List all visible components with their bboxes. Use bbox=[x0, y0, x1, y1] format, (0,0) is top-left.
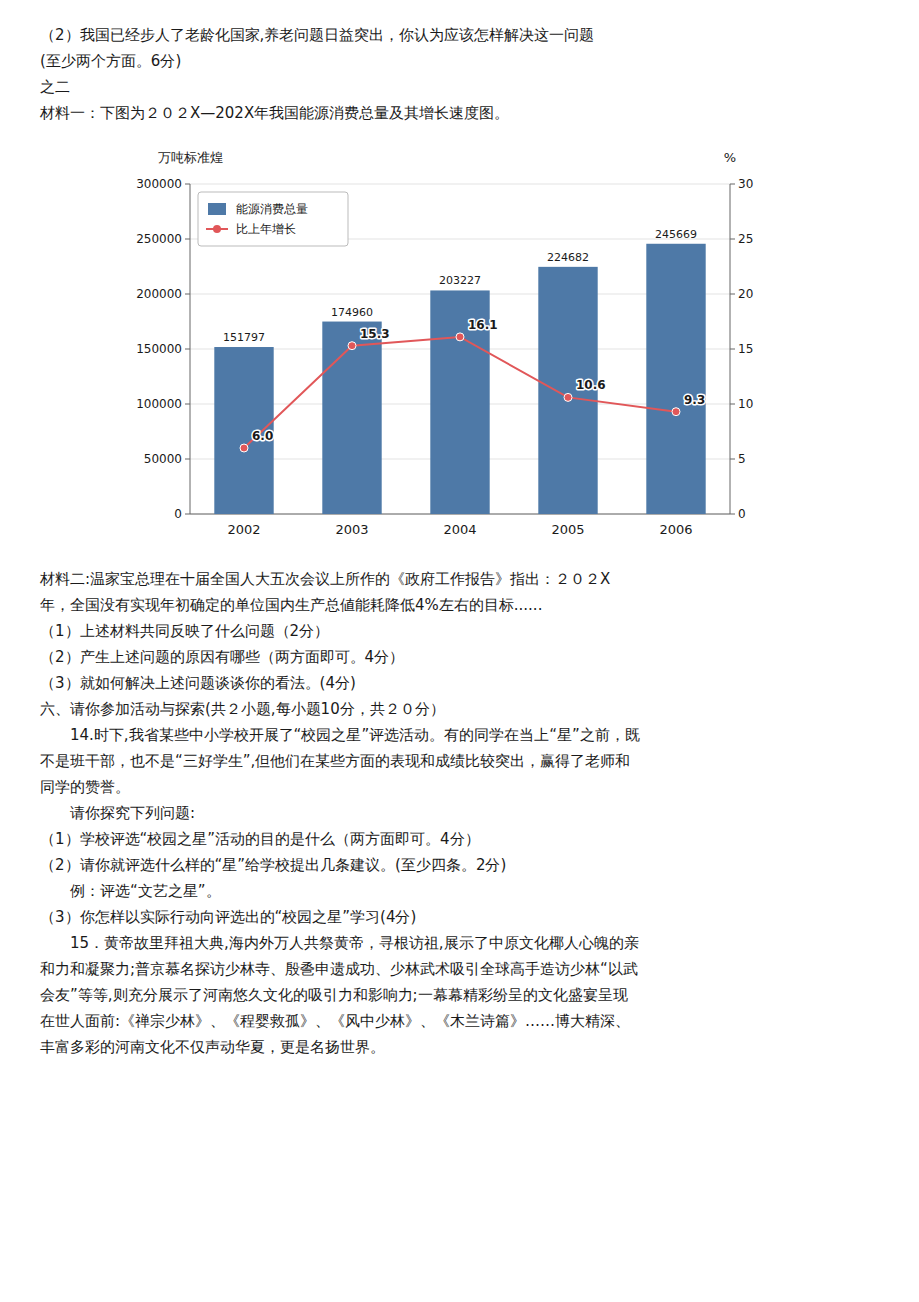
y2-axis-line bbox=[730, 184, 731, 514]
text-line: 会友”等等,则充分展示了河南悠久文化的吸引力和影响力;一幕幕精彩纷呈的文化盛宴呈… bbox=[40, 982, 879, 1008]
x-tick-label: 2003 bbox=[335, 522, 368, 537]
bar-label: 224682 bbox=[547, 251, 589, 264]
y2-tick bbox=[730, 459, 735, 460]
y-tick-label: 100000 bbox=[136, 397, 182, 411]
y2-tick-label: 10 bbox=[738, 397, 753, 411]
y2-tick bbox=[730, 184, 735, 185]
text-line: （3）就如何解决上述问题谈谈你的看法。(4分) bbox=[40, 670, 879, 696]
text-line: （3）你怎样以实际行动向评选出的“校园之星”学习(4分) bbox=[40, 904, 879, 930]
line-marker bbox=[348, 342, 356, 350]
y-tick bbox=[185, 459, 190, 460]
x-tick-label: 2005 bbox=[551, 522, 584, 537]
text-line: 不是班干部，也不是“三好学生”,但他们在某些方面的表现和成绩比较突出，赢得了老师… bbox=[40, 748, 879, 774]
chart-container: 0 50000 100000 150000 200000 250000 300000 0 5 10… bbox=[40, 134, 879, 558]
text-line: 年，全国没有实现年初确定的单位国内生产总値能耗降低4%左右的目标...... bbox=[40, 592, 879, 618]
text-line: 请你探究下列问题: bbox=[40, 800, 879, 826]
y-tick-label: 50000 bbox=[144, 452, 182, 466]
text-line: 丰富多彩的河南文化不仅声动华夏，更是名扬世界。 bbox=[40, 1034, 879, 1060]
plot-marks bbox=[214, 244, 705, 514]
line-marker bbox=[672, 408, 680, 416]
legend-label: 能源消费总量 bbox=[236, 202, 308, 216]
y-tick bbox=[185, 404, 190, 405]
text-line: 同学的赞誉。 bbox=[40, 774, 879, 800]
y-tick bbox=[185, 184, 190, 185]
y2-tick bbox=[730, 514, 735, 515]
y2-tick-label: 30 bbox=[738, 177, 753, 191]
y-tick bbox=[185, 349, 190, 350]
text-line: 和力和凝聚力;普京慕名探访少林寺、殷巹申遗成功、少林武术吸引全球高手造访少林“以… bbox=[40, 956, 879, 982]
text-line: （2）产生上述问题的原因有哪些（两方面即可。4分） bbox=[40, 644, 879, 670]
grid-line bbox=[190, 184, 730, 185]
bar-label: 245669 bbox=[655, 228, 697, 241]
text-line: 之二 bbox=[40, 74, 879, 100]
chart: 0 50000 100000 150000 200000 250000 300000 0 5 10… bbox=[40, 134, 879, 554]
legend-marker bbox=[213, 225, 221, 233]
y2-tick-label: 0 bbox=[738, 507, 746, 521]
text-above: （2）我国已经步人了老龄化国家,养老问题日益突出，你认为应该怎样解决这一问题(至… bbox=[40, 22, 879, 126]
y2-tick-label: 5 bbox=[738, 452, 746, 466]
y-tick bbox=[185, 294, 190, 295]
y-tick-label: 200000 bbox=[136, 287, 182, 301]
y-axis-label: 万吨标准煌 bbox=[158, 150, 223, 165]
bar bbox=[646, 244, 705, 514]
bar-label: 174960 bbox=[331, 306, 373, 319]
y-tick-label: 300000 bbox=[136, 177, 182, 191]
text-line: （2）请你就评选什么样的“星”给学校提出几条建议。(至少四条。2分) bbox=[40, 852, 879, 878]
y2-tick-label: 25 bbox=[738, 232, 753, 246]
y2-tick bbox=[730, 294, 735, 295]
text-line: 材料一：下图为２０２X—202X年我国能源消费总量及其增长速度图。 bbox=[40, 100, 879, 126]
text-line: （1）学校评选“校园之星”活动的目的是什么（两方面即可。4分） bbox=[40, 826, 879, 852]
y-tick bbox=[185, 514, 190, 515]
y-axis-line bbox=[190, 184, 191, 514]
line-marker bbox=[564, 393, 572, 401]
legend: 能源消费总量比上年增长 bbox=[198, 192, 348, 246]
y2-tick bbox=[730, 404, 735, 405]
text-line: (至少两个方面。6分) bbox=[40, 48, 879, 74]
y2-tick-label: 20 bbox=[738, 287, 753, 301]
text-line: 14.时下,我省某些中小学校开展了“校园之星”评选活动。有的同学在当上“星”之前… bbox=[40, 722, 879, 748]
legend-label: 比上年增长 bbox=[236, 222, 296, 236]
line-label: 15.3 bbox=[360, 327, 390, 341]
bar bbox=[322, 322, 381, 514]
y2-tick-label: 15 bbox=[738, 342, 753, 356]
line-label: 9.3 bbox=[684, 393, 705, 407]
axes: 0 50000 100000 150000 200000 250000 300000 0 5 10… bbox=[136, 177, 753, 537]
text-line: （1）上述材料共同反映了什么问题（2分） bbox=[40, 618, 879, 644]
x-tick-label: 2006 bbox=[659, 522, 692, 537]
line-marker bbox=[240, 444, 248, 452]
y-tick-label: 0 bbox=[174, 507, 182, 521]
text-line: 例：评选“文艺之星”。 bbox=[40, 878, 879, 904]
legend-box bbox=[198, 192, 348, 246]
line-marker bbox=[456, 333, 464, 341]
line-label: 16.1 bbox=[468, 318, 498, 332]
x-tick-label: 2004 bbox=[443, 522, 476, 537]
data-labels: 151797 174960 203227 224682 245669 6.0 15.3 16.… bbox=[223, 228, 705, 443]
text-line: （2）我国已经步人了老龄化国家,养老问题日益突出，你认为应该怎样解决这一问题 bbox=[40, 22, 879, 48]
y2-tick bbox=[730, 239, 735, 240]
text-line: 15．黄帝故里拜祖大典,海内外万人共祭黄帝，寻根访祖,展示了中原文化椰人心魄的亲 bbox=[40, 930, 879, 956]
line-label: 6.0 bbox=[252, 429, 273, 443]
bar-label: 151797 bbox=[223, 331, 265, 344]
y-tick-label: 250000 bbox=[136, 232, 182, 246]
y-tick bbox=[185, 239, 190, 240]
text-line: 在世人面前:《禅宗少林》、《程婴救孤》、《风中少林》、《木兰诗篇》……博大精深、 bbox=[40, 1008, 879, 1034]
text-below: 材料二:温家宝总理在十届全国人大五次会议上所作的《政府工作报告》指出：２０２X年… bbox=[40, 566, 879, 1060]
bar bbox=[214, 347, 273, 514]
text-line: 六、请你参加活动与探索(共２小题,每小题10分，共２０分） bbox=[40, 696, 879, 722]
x-tick-label: 2002 bbox=[227, 522, 260, 537]
legend-swatch bbox=[208, 203, 226, 215]
y2-tick bbox=[730, 349, 735, 350]
text-line: 材料二:温家宝总理在十届全国人大五次会议上所作的《政府工作报告》指出：２０２X bbox=[40, 566, 879, 592]
y2-axis-label: % bbox=[724, 150, 736, 165]
line bbox=[244, 337, 676, 448]
line-label: 10.6 bbox=[576, 378, 606, 392]
page: （2）我国已经步人了老龄化国家,养老问题日益突出，你认为应该怎样解决这一问题(至… bbox=[0, 0, 919, 1060]
y-tick-label: 150000 bbox=[136, 342, 182, 356]
bar-label: 203227 bbox=[439, 274, 481, 287]
